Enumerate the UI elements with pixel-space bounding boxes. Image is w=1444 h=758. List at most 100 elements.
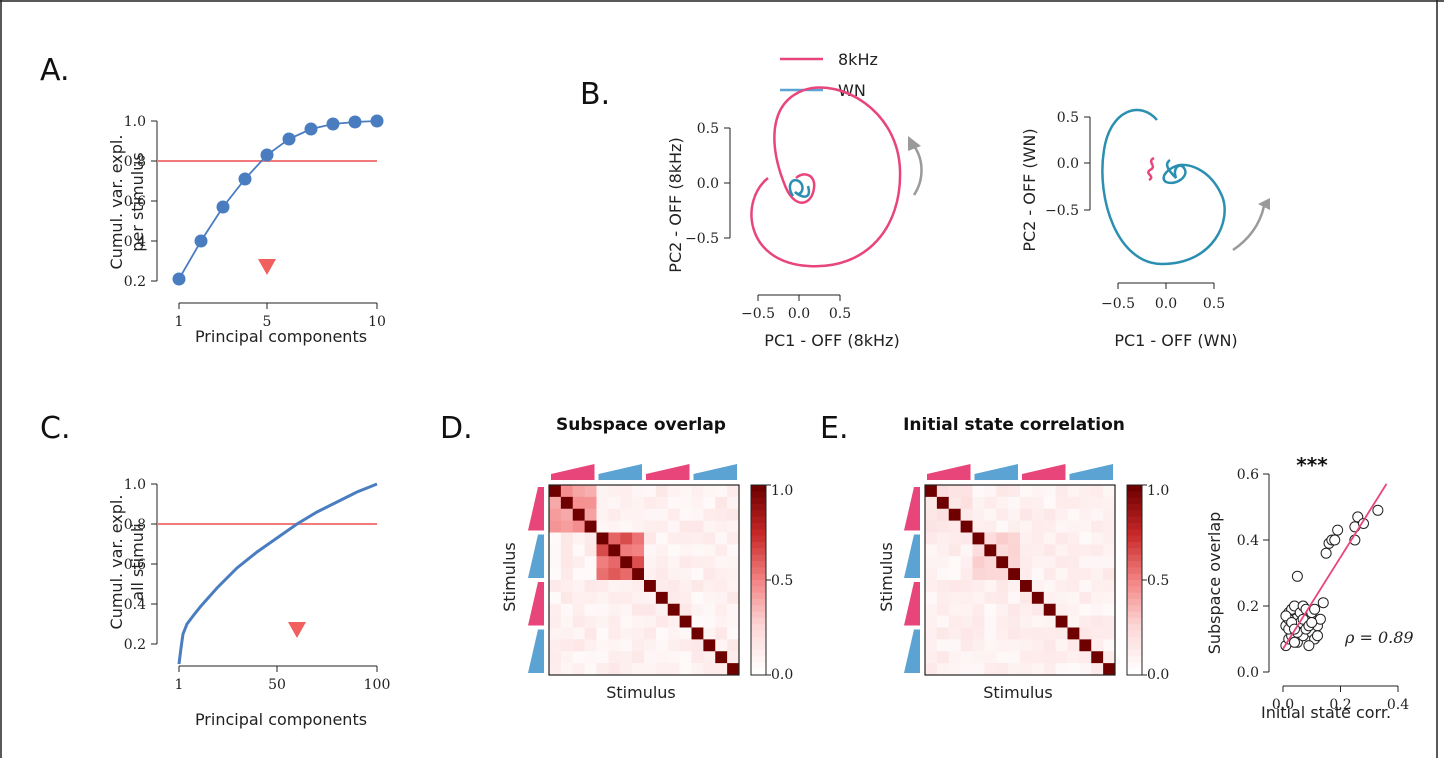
d-cell: [679, 568, 692, 581]
d-cell: [703, 532, 716, 545]
d-cell: [584, 627, 597, 640]
d-cell: [691, 520, 704, 533]
d-colorbar-step: [751, 649, 766, 657]
d-cell: [560, 556, 574, 569]
d-cell: [596, 651, 609, 664]
d-colorbar-step: [751, 580, 766, 587]
d-cell: [584, 603, 597, 617]
d-cell: [679, 520, 692, 533]
e-cell: [925, 627, 938, 640]
d-cell: [644, 496, 657, 510]
e-cell: [1103, 544, 1116, 557]
panel-label-b: B.: [580, 77, 610, 112]
d-cell: [560, 544, 574, 557]
e-cell: [1008, 485, 1021, 498]
d-colorbar-step: [751, 573, 766, 581]
e-cell: [1043, 520, 1057, 533]
e-cell: [984, 651, 997, 664]
e-cell: [1091, 663, 1104, 676]
d-cell: [584, 496, 597, 510]
e-cell: [1103, 591, 1116, 605]
e-cell: [1079, 520, 1092, 533]
e-cell: [1043, 591, 1057, 605]
d-cell: [667, 615, 681, 628]
e-cell: [1008, 615, 1021, 628]
e-cell: [1103, 580, 1116, 593]
d-cell: [572, 591, 586, 605]
e-cell: [1067, 556, 1080, 569]
e-cell: [948, 591, 962, 605]
e-colorbar-step: [1127, 624, 1142, 632]
d-cell: [655, 544, 669, 557]
e-colorbar-step: [1127, 497, 1142, 505]
e-cell: [984, 544, 997, 557]
e-cell: [1091, 568, 1104, 581]
e-colorbar-step: [1127, 662, 1142, 670]
e-cell: [1067, 591, 1080, 605]
d-cell: [584, 532, 597, 545]
d-cell: [644, 615, 657, 628]
d-cell: [596, 580, 609, 593]
d-cell: [608, 591, 621, 605]
e-cell: [1091, 532, 1104, 545]
e-cell: [1067, 508, 1080, 522]
e-cell: [1043, 556, 1057, 569]
e-colorbar-step: [1127, 649, 1142, 657]
e-colorbar-step: [1127, 535, 1142, 543]
e-cell: [925, 532, 938, 545]
d-cell: [632, 508, 645, 522]
b1-xlabel: PC1 - OFF (8kHz): [764, 331, 899, 350]
d-cell: [667, 651, 681, 664]
panel-c: C. 0.2 0.4 0.6 0.8 1.0 1 50 100 Principal compo…: [40, 411, 390, 729]
e-cell: [1031, 591, 1045, 605]
e-cell: [972, 627, 985, 640]
scatter-point-48: [1306, 617, 1318, 628]
scatter-point-35: [1291, 570, 1303, 582]
b1-ytick-0.0: 0.0: [697, 176, 719, 192]
e-colorbar-step: [1127, 485, 1142, 492]
e-cell: [925, 639, 938, 652]
c-ylabel-line1: Cumul. var. expl.: [107, 495, 126, 630]
d-cell: [608, 556, 621, 569]
a-xlabel: Principal components: [195, 327, 367, 346]
d-top-stimulus-glyph: [551, 464, 595, 480]
e-cell: [984, 591, 997, 605]
d-cell: [667, 520, 681, 533]
e-cell: [1079, 591, 1092, 605]
d-cell: [596, 556, 609, 569]
e-colorbar-step: [1127, 637, 1142, 644]
e-side-stimulus-glyph: [904, 534, 920, 578]
a-ytick-0.4: 0.4: [124, 234, 146, 250]
d-cell: [572, 485, 586, 498]
e-cell: [984, 508, 997, 522]
e-cell: [936, 603, 950, 617]
legend-label-8khz: 8kHz: [838, 50, 878, 69]
d-cell: [655, 496, 669, 510]
d-cell: [703, 544, 716, 557]
e-cell: [1031, 639, 1045, 652]
e-cell: [1067, 639, 1080, 652]
e-cell: [936, 568, 950, 581]
e-cell: [960, 496, 973, 510]
d-cell: [715, 615, 728, 628]
d-cell: [549, 591, 562, 605]
a-point-8: [326, 117, 340, 131]
d-cell: [727, 556, 740, 569]
d-cell: [691, 568, 704, 581]
a-ytick-1.0: 1.0: [124, 114, 146, 130]
b1-direction-arrow: [912, 145, 923, 196]
d-cell: [727, 532, 740, 545]
d-cell: [679, 485, 692, 498]
d-cell: [596, 496, 609, 510]
e-cell: [1079, 627, 1092, 640]
d-cell: [644, 520, 657, 533]
d-cell: [549, 556, 562, 569]
d-cell: [632, 663, 645, 676]
b2-ytick-neg0.5: −0.5: [1045, 203, 1079, 219]
d-cell: [632, 615, 645, 628]
d-cell: [549, 496, 562, 510]
d-cell: [620, 568, 633, 581]
significance-stars: ***: [1296, 453, 1328, 477]
e-cbar-tick-0.5: 0.5: [1147, 573, 1169, 589]
d-cell: [703, 603, 716, 617]
